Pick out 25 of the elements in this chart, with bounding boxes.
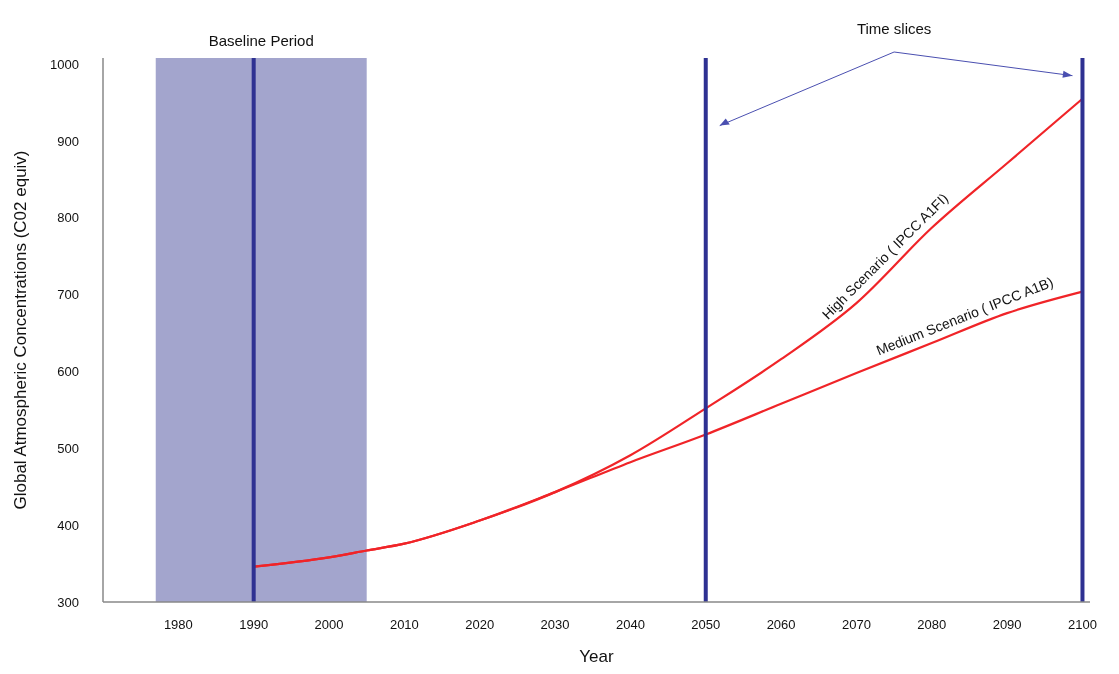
band-label: Baseline Period [208, 32, 314, 49]
x-tick-label: 2020 [465, 617, 495, 633]
x-tick-label: 2050 [691, 617, 721, 633]
x-axis-title: Year [579, 647, 615, 666]
x-tick-label: 2100 [1068, 617, 1097, 633]
x-tick-label: 2010 [389, 617, 419, 633]
y-axis-title: Global Atmospheric Concentrations (C02 equiv) [11, 150, 31, 510]
x-tick-label: 1990 [239, 617, 269, 633]
y-tick-label: 300 [57, 594, 79, 610]
x-tick-label: 2060 [766, 617, 796, 633]
x-tick-label: 2070 [841, 617, 871, 633]
x-tick-label: 2090 [992, 617, 1022, 633]
y-tick-label: 1000 [50, 56, 79, 72]
text: Time slices [856, 20, 932, 37]
x-tick-label: 1980 [163, 617, 193, 633]
y-tick-label: 700 [57, 287, 79, 303]
y-tick-label: 600 [57, 364, 79, 380]
y-tick-label: 400 [57, 517, 79, 533]
x-tick-label: 2040 [615, 617, 645, 633]
x-tick-label: 2000 [314, 617, 344, 633]
y-tick-label: 500 [57, 440, 79, 456]
x-tick-label: 2080 [917, 617, 947, 633]
y-tick-label: 800 [57, 210, 79, 226]
x-tick-label: 2030 [540, 617, 570, 633]
y-tick-label: 900 [57, 133, 79, 149]
